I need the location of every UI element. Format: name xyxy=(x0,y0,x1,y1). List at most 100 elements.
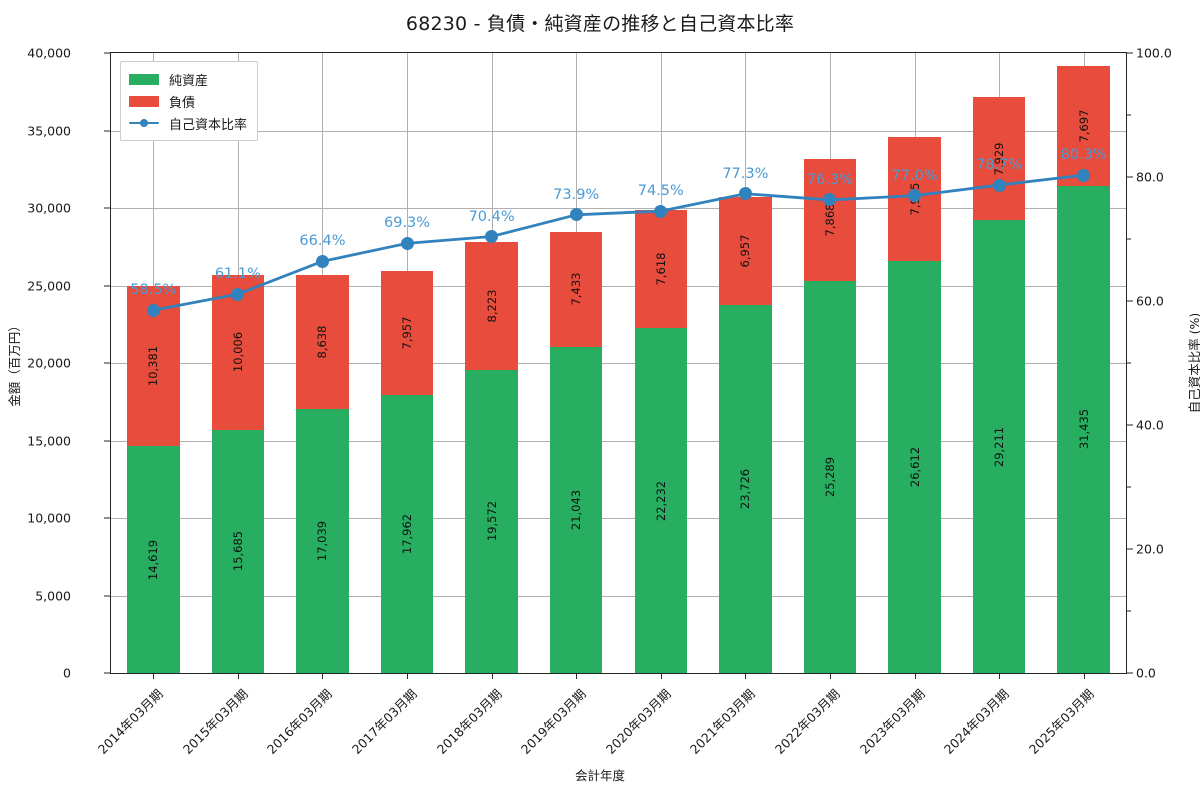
ratio-marker[interactable] xyxy=(1077,168,1091,182)
bar-segment-equity[interactable]: 21,043 xyxy=(549,346,603,673)
ratio-value-label: 78.7% xyxy=(976,157,1023,174)
bar-segment-equity[interactable]: 15,685 xyxy=(211,429,265,673)
bar-value-label-liability: 7,868 xyxy=(822,203,837,237)
bar-group[interactable]: 17,962 7,957 xyxy=(380,271,434,673)
y-axis-left-tick-label: 0 xyxy=(63,665,71,681)
bar-segment-equity[interactable]: 31,435 xyxy=(1057,185,1110,673)
legend-item-ratio: 自己資本比率 xyxy=(129,112,247,134)
ratio-marker[interactable] xyxy=(485,230,499,244)
ratio-marker[interactable] xyxy=(823,193,837,207)
ratio-marker[interactable] xyxy=(908,189,922,203)
y-axis-right-tick-mark xyxy=(1127,424,1133,426)
bar-group[interactable]: 26,6127,945 xyxy=(888,137,941,673)
bar-segment-liability[interactable]: 7,697 xyxy=(1057,66,1110,186)
bar-value-label-liability: 6,957 xyxy=(738,234,753,268)
y-axis-right-tick-mark xyxy=(1127,548,1133,550)
y-axis-right-tick-mark xyxy=(1127,176,1133,178)
gridline-horizontal xyxy=(111,518,1126,519)
bar-value-label-equity: 14,619 xyxy=(146,539,161,580)
y-axis-right-tick-label: 100.0 xyxy=(1136,45,1172,61)
bar-segment-equity[interactable]: 23,726 xyxy=(719,305,772,673)
y-axis-right-tick-label: 0.0 xyxy=(1136,665,1156,681)
bar-value-label-equity: 29,211 xyxy=(992,426,1007,467)
ratio-marker[interactable] xyxy=(738,187,752,201)
bar-value-label-liability: 8,223 xyxy=(484,289,499,323)
bar-segment-liability[interactable]: 8,223 xyxy=(465,242,518,370)
x-axis-tick-mark xyxy=(153,674,155,679)
bar-segment-equity[interactable]: 19,572 xyxy=(465,369,518,673)
y-axis-left-tick-mark xyxy=(104,595,110,596)
y-axis-right-minor-tick xyxy=(1127,238,1131,240)
bar-value-label-liability: 10,006 xyxy=(230,332,245,373)
bar-value-label-liability: 7,957 xyxy=(400,316,415,350)
y-axis-right-tick-mark xyxy=(1127,300,1133,302)
x-axis-tick-mark xyxy=(660,674,662,679)
y-axis-right-minor-tick xyxy=(1127,486,1131,488)
bar-group[interactable]: 19,572 8,223 xyxy=(465,242,518,673)
bar-value-label-liability: 10,381 xyxy=(146,345,161,387)
ratio-marker[interactable] xyxy=(654,204,668,218)
bar-segment-equity[interactable]: 17,962 xyxy=(380,394,434,673)
y-axis-left-tick-mark xyxy=(104,440,110,441)
bar-value-label-equity: 31,435 xyxy=(1076,409,1091,450)
ratio-marker[interactable] xyxy=(146,303,160,317)
legend-swatch-equity xyxy=(129,73,159,85)
ratio-value-label: 70.4% xyxy=(468,208,515,225)
chart-title: 68230 - 負債・純資産の推移と自己資本比率 xyxy=(405,13,795,35)
bar-segment-liability[interactable]: 6,957 xyxy=(719,197,772,306)
bar-segment-equity[interactable]: 25,289 xyxy=(803,281,857,673)
ratio-value-label: 61.1% xyxy=(214,266,261,283)
x-axis-tick-mark xyxy=(322,674,324,679)
legend-label-liability: 負債 xyxy=(169,95,196,111)
bar-segment-liability[interactable]: 7,957 xyxy=(380,271,434,395)
y-axis-left-tick-mark xyxy=(104,362,110,364)
bar-segment-equity[interactable]: 22,232 xyxy=(634,328,687,673)
bar-group[interactable]: 15,685 10,006 xyxy=(211,274,265,673)
bar-group[interactable]: 21,043 7,433 xyxy=(549,231,603,673)
bar-segment-equity[interactable]: 29,211 xyxy=(972,220,1026,673)
bar-value-label-liability: 7,618 xyxy=(653,252,668,286)
ratio-marker[interactable] xyxy=(231,287,245,301)
ratio-value-label: 74.5% xyxy=(637,183,684,200)
y-axis-left-tick-mark xyxy=(104,517,110,519)
bar-value-label-liability: 7,697 xyxy=(1076,109,1091,143)
legend-swatch-ratio xyxy=(129,118,159,129)
bar-group[interactable]: 23,726 6,957 xyxy=(719,197,772,673)
y-axis-left-tick-mark xyxy=(104,285,110,286)
ratio-marker[interactable] xyxy=(315,254,329,268)
bar-group[interactable]: 14,619 10,381 xyxy=(127,285,180,673)
legend-line-marker xyxy=(140,119,148,127)
x-axis-tick-mark xyxy=(407,674,409,679)
gridline-horizontal xyxy=(111,363,1126,364)
ratio-marker[interactable] xyxy=(569,208,583,222)
y-axis-right-minor-tick xyxy=(1127,610,1131,612)
bar-value-label-equity: 19,572 xyxy=(484,501,499,542)
bar-value-label-equity: 17,039 xyxy=(315,520,330,562)
bar-segment-liability[interactable]: 8,638 xyxy=(296,275,349,409)
bar-value-label-equity: 26,612 xyxy=(907,446,922,487)
y-axis-right-tick-mark xyxy=(1127,672,1133,674)
y-axis-left-tick-label: 30,000 xyxy=(27,200,71,216)
y-axis-right-minor-tick xyxy=(1127,362,1131,364)
x-axis-tick-mark xyxy=(829,674,831,679)
bar-segment-liability[interactable]: 7,433 xyxy=(549,231,603,347)
legend-label-equity: 純資産 xyxy=(169,73,209,89)
bar-segment-liability[interactable]: 7,618 xyxy=(634,210,687,329)
bar-segment-equity[interactable]: 26,612 xyxy=(888,260,941,673)
bar-group[interactable]: 22,232 7,618 xyxy=(634,210,687,673)
plot-area: 14,619 10,381 15,685 10,006 17,039 8,638 17,96… xyxy=(110,52,1127,674)
ratio-value-label: 66.4% xyxy=(299,233,346,250)
bar-segment-equity[interactable]: 17,039 xyxy=(296,408,349,673)
y-axis-left-tick-mark xyxy=(104,52,110,54)
x-axis-label: 会計年度 xyxy=(574,768,625,783)
bar-group[interactable]: 25,289 7,868 xyxy=(803,159,857,673)
bar-group[interactable]: 17,039 8,638 xyxy=(296,275,349,673)
gridline-horizontal xyxy=(111,440,1126,442)
y-axis-left-tick-label: 25,000 xyxy=(27,278,71,293)
gridline-horizontal xyxy=(111,595,1126,597)
bar-value-label-liability: 7,433 xyxy=(569,272,584,306)
ratio-marker[interactable] xyxy=(400,236,414,250)
bar-segment-equity[interactable]: 14,619 xyxy=(127,446,180,673)
ratio-marker[interactable] xyxy=(992,178,1006,192)
ratio-value-label: 58.5% xyxy=(130,282,177,299)
